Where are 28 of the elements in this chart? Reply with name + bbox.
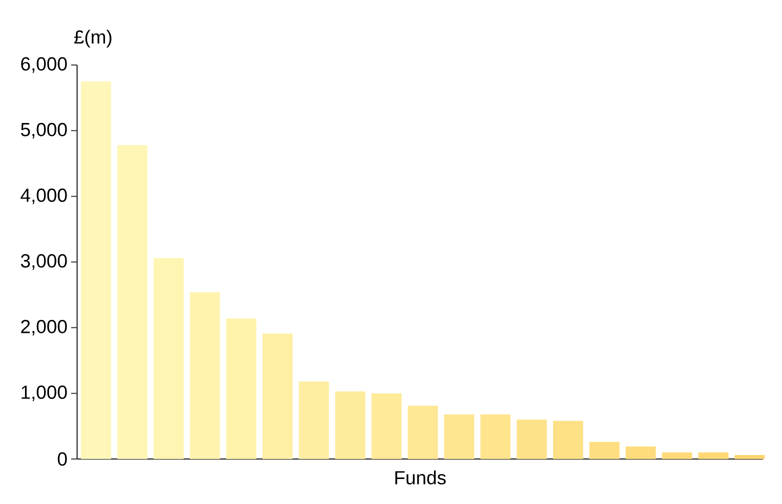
y-tick-label: 2,000 [21,320,67,336]
y-tick-label: 0 [58,452,67,466]
bar [335,391,366,459]
bar [190,292,220,459]
bar [262,334,293,459]
y-tick-label: 1,000 [22,386,67,402]
bar [734,455,765,459]
y-tick-label: 6,000 [21,57,67,73]
bar [154,258,184,459]
y-tick-label: 3,000 [20,254,67,270]
bar [80,81,112,459]
bar [553,420,584,459]
bar [626,446,656,459]
y-tick-label: 5,000 [20,122,67,138]
bar [298,382,329,459]
y-axis-title: £(m) [74,30,112,48]
bar [444,414,474,459]
bar [226,318,256,459]
y-tick-label: 4,000 [20,188,67,204]
bar [589,442,620,459]
bar [662,452,692,459]
x-axis-title: Funds [395,470,446,484]
bar [698,452,728,459]
bar [408,406,438,459]
bar [480,414,511,459]
bar [371,393,402,459]
bar [516,420,547,459]
bar [117,145,148,459]
